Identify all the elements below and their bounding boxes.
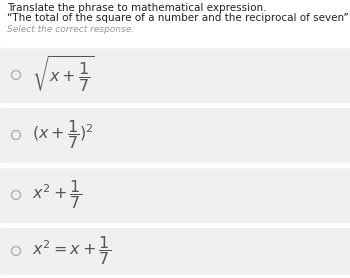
FancyBboxPatch shape — [0, 106, 350, 163]
Text: $\sqrt{x + \dfrac{1}{7}}$: $\sqrt{x + \dfrac{1}{7}}$ — [32, 55, 94, 95]
Text: Select the correct response:: Select the correct response: — [7, 25, 134, 34]
FancyBboxPatch shape — [0, 226, 350, 276]
Text: Translate the phrase to mathematical expression.: Translate the phrase to mathematical exp… — [7, 3, 266, 13]
Text: $(x + \dfrac{1}{7})^{2}$: $(x + \dfrac{1}{7})^{2}$ — [32, 118, 94, 152]
FancyBboxPatch shape — [0, 46, 350, 103]
Text: $x^2 + \dfrac{1}{7}$: $x^2 + \dfrac{1}{7}$ — [32, 178, 82, 212]
Text: “The total of the square of a number and the reciprocal of seven”: “The total of the square of a number and… — [7, 13, 349, 23]
Text: $x^2 = x + \dfrac{1}{7}$: $x^2 = x + \dfrac{1}{7}$ — [32, 235, 111, 267]
FancyBboxPatch shape — [0, 166, 350, 223]
